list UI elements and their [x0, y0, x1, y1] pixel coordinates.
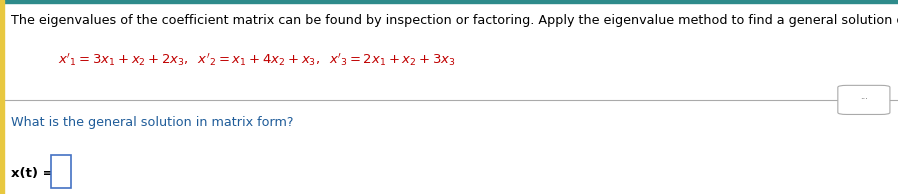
Text: The eigenvalues of the coefficient matrix can be found by inspection or factorin: The eigenvalues of the coefficient matri…: [11, 14, 898, 27]
Bar: [0, 0, 898, 3]
Text: $x'_1 = 3x_1 + x_2 + 2x_3,$$\;\; x'_2 = x_1 + 4x_2 + x_3,$$\;\; x'_3 = 2x_1 + x_: $x'_1 = 3x_1 + x_2 + 2x_3,$$\;\; x'_2 = …: [58, 51, 456, 68]
FancyBboxPatch shape: [51, 155, 71, 188]
Bar: [0, 0, 4, 194]
Text: x(t) =: x(t) =: [11, 167, 53, 180]
Text: ···: ···: [860, 95, 867, 104]
FancyBboxPatch shape: [838, 85, 890, 114]
Text: What is the general solution in matrix form?: What is the general solution in matrix f…: [11, 116, 294, 129]
